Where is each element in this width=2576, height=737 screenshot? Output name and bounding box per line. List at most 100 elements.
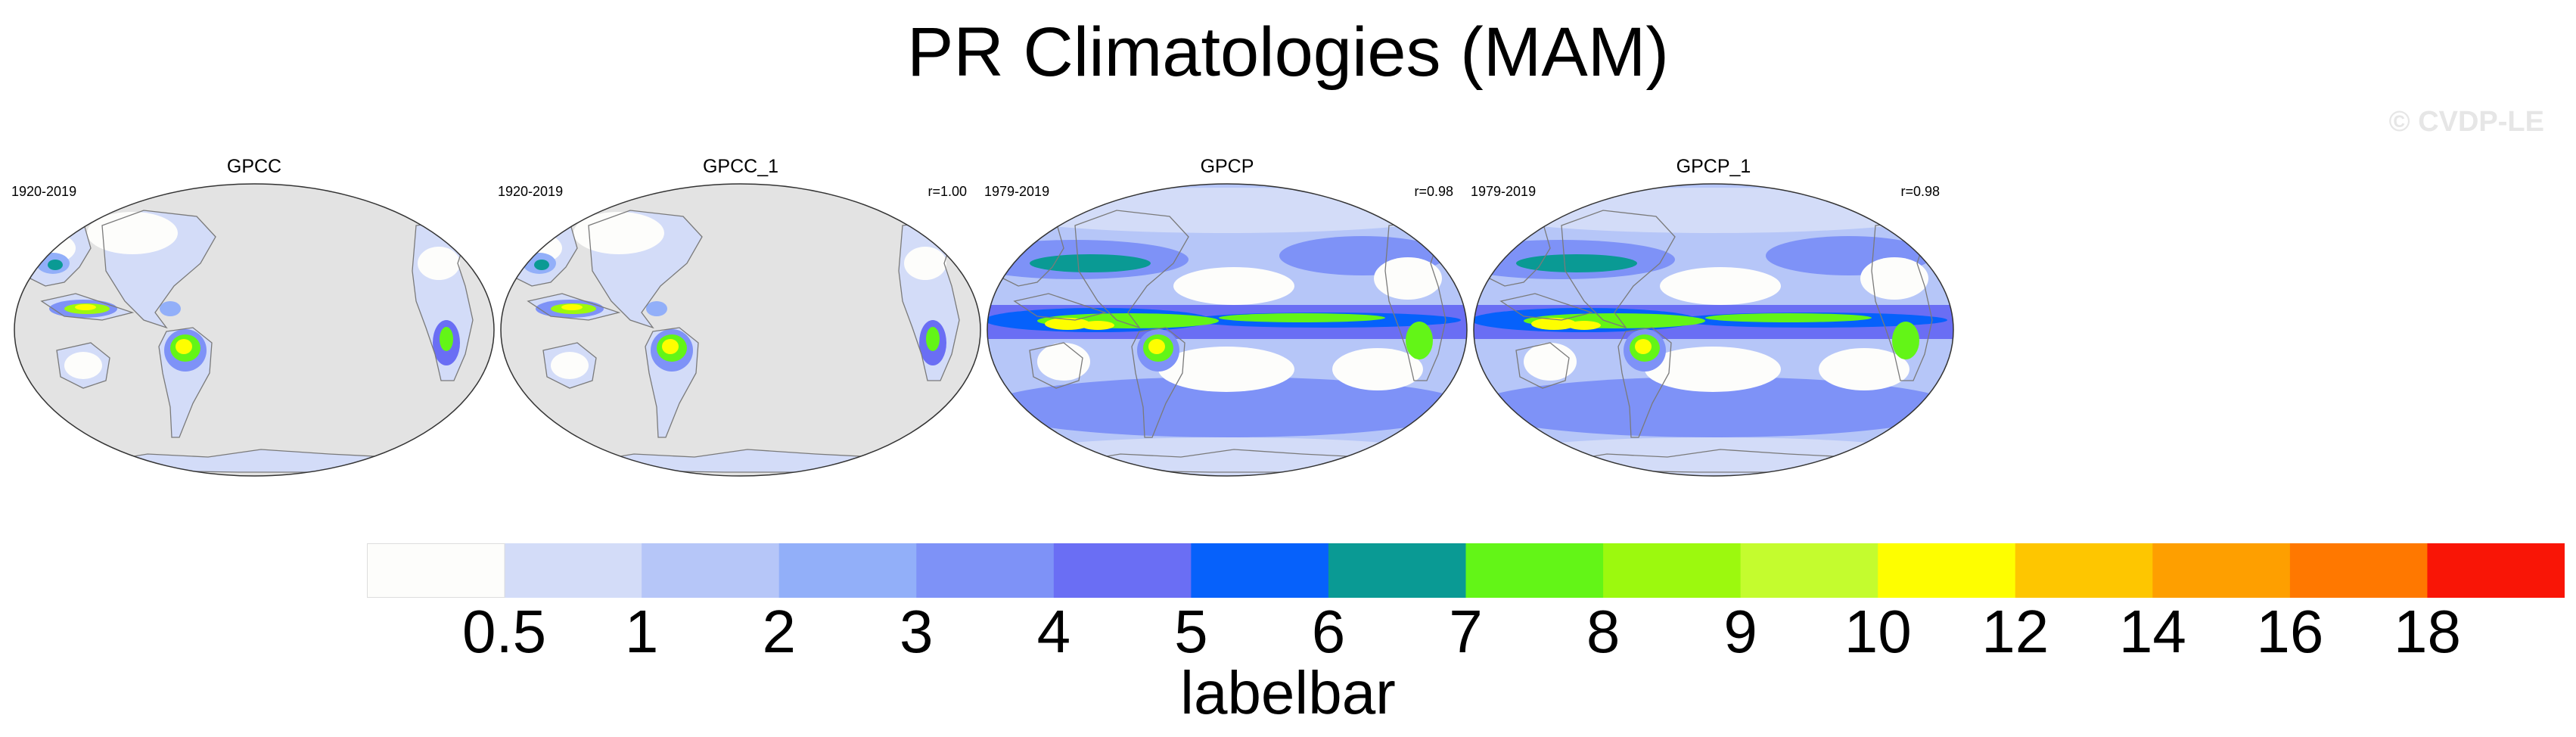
polar-low-precip (987, 437, 1467, 476)
precip-region (440, 327, 453, 351)
globe-border (1473, 183, 1954, 477)
panel-correlation: r=1.00 (928, 184, 967, 199)
storm-track (1516, 254, 1637, 272)
missing-data-ocean (501, 184, 980, 476)
dry-region (1860, 257, 1928, 300)
panel-title: GPCP_1 (1676, 156, 1751, 177)
precip-region (176, 339, 192, 354)
precip-region (1705, 313, 1872, 322)
colorbar-tick-label: 18 (2393, 598, 2461, 665)
colorbar-swatch (2152, 543, 2291, 598)
colorbar-tick-label: 7 (1449, 598, 1483, 665)
panel-correlation: r=0.98 (1900, 184, 1940, 199)
missing-data-ocean (14, 184, 494, 476)
colorbar-swatch (2289, 543, 2428, 598)
precip-region (1568, 321, 1601, 330)
maritime-continent-outline (1013, 293, 1108, 321)
panel-correlation: r=0.98 (1414, 184, 1453, 199)
precip-field (14, 184, 494, 476)
panel-period: 1979-2019 (1471, 184, 1537, 199)
colorbar-tick-label: 9 (1723, 598, 1757, 665)
south-america-outline (645, 327, 699, 438)
panel-period: 1979-2019 (984, 184, 1050, 199)
colorbar-tick-label: 2 (762, 598, 796, 665)
precip-region (1406, 322, 1433, 359)
precip-region (646, 301, 667, 316)
colorbar-swatch (1603, 543, 1742, 598)
north-america-outline (101, 210, 216, 329)
world-map (14, 183, 495, 477)
world-map (1473, 183, 1954, 477)
colorbar-swatch (1740, 543, 1878, 598)
colorbar-tick-label: 16 (2256, 598, 2324, 665)
globe-border (987, 183, 1468, 477)
precip-region (926, 327, 940, 351)
storm-track (1474, 377, 1953, 437)
storm-track (987, 377, 1467, 437)
globe-border (500, 183, 981, 477)
colorbar-swatch (1328, 543, 1466, 598)
maritime-continent-outline (527, 293, 621, 321)
dry-region (64, 352, 102, 379)
map-panel-4: GPCP_1 1979-2019 r=0.98 (1471, 155, 1956, 480)
watermark: © CVDP-LE (2388, 106, 2544, 138)
dry-region (904, 247, 946, 280)
colorbar-swatch (778, 543, 917, 598)
south-america-outline (1131, 327, 1185, 438)
panel-title: GPCC (226, 156, 282, 177)
colorbar-tick-labels: 0.5 1 2 3 4 5 6 7 8 9 10 12 14 16 18 (367, 594, 2565, 670)
precip-region (160, 301, 181, 316)
colorbar-tick-label: 8 (1586, 598, 1620, 665)
precip-region (48, 260, 63, 270)
colorbar-tick-label: 5 (1174, 598, 1208, 665)
map-panel-2: GPCC_1 1920-2019 r=1.00 (498, 155, 983, 480)
panel-title: GPCP (1200, 156, 1254, 177)
colorbar-tick-label: 3 (900, 598, 934, 665)
precip-region (1219, 313, 1385, 322)
colorbar-swatch (1191, 543, 1329, 598)
panel-title: GPCC_1 (702, 156, 779, 177)
north-america-outline (1561, 210, 1676, 329)
precip-region (1892, 322, 1919, 359)
colorbar-tick-label: 14 (2118, 598, 2186, 665)
dry-region (551, 352, 589, 379)
colorbar-swatch (916, 543, 1055, 598)
colorbar-swatch (642, 543, 780, 598)
precip-region (1531, 318, 1577, 330)
map-panel-3: GPCP 1979-2019 r=0.98 (984, 155, 1470, 480)
colorbar-tick-label: 6 (1311, 598, 1346, 665)
colorbar-swatch (1465, 543, 1604, 598)
north-america-outline (588, 210, 703, 329)
australia-outline (56, 342, 110, 389)
dry-region (1158, 347, 1294, 392)
polar-low-precip (1474, 437, 1953, 476)
panel-period: 1920-2019 (11, 184, 77, 199)
precip-region (561, 304, 583, 310)
dry-region (418, 247, 460, 280)
colorbar-tick-label: 1 (624, 598, 659, 665)
south-america-outline (158, 327, 213, 438)
australia-outline (542, 342, 597, 389)
north-america-outline (1074, 210, 1189, 329)
precip-region (534, 260, 549, 270)
colorbar-swatch (367, 543, 505, 598)
colorbar-tick-label: 12 (1981, 598, 2049, 665)
colorbar-tick-label: 0.5 (461, 598, 547, 665)
maritime-continent-outline (1499, 293, 1594, 321)
dry-region (1173, 267, 1294, 305)
precip-region (1635, 339, 1652, 354)
colorbar-title: labelbar (1180, 659, 1396, 726)
dry-region (1819, 348, 1909, 390)
colorbar-swatch (1053, 543, 1192, 598)
colorbar-tick-label: 4 (1036, 598, 1071, 665)
precip-field (987, 184, 1467, 476)
world-map (500, 183, 981, 477)
colorbar-swatch (2427, 543, 2565, 598)
colorbar (367, 543, 2565, 598)
australia-outline (1029, 342, 1083, 389)
colorbar-swatch (2015, 543, 2153, 598)
dry-region (1374, 257, 1442, 300)
dry-region (1037, 343, 1090, 381)
dry-region (1332, 348, 1423, 390)
figure-title: PR Climatologies (MAM) (906, 14, 1670, 91)
